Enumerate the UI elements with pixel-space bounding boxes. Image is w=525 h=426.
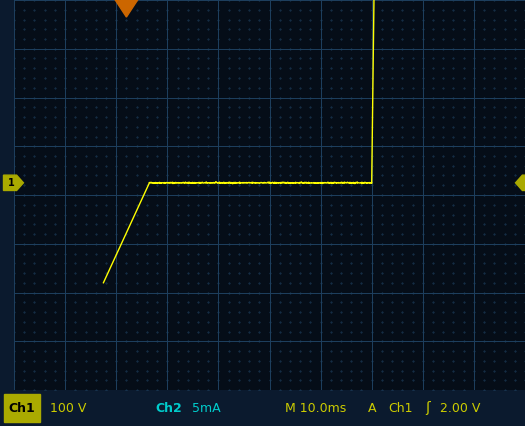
Text: M 10.0ms: M 10.0ms [285,401,347,414]
Polygon shape [113,0,139,17]
Text: 5mA: 5mA [192,401,220,414]
FancyBboxPatch shape [4,394,40,422]
Text: 100 V: 100 V [50,401,87,414]
Text: ʃ: ʃ [425,401,430,415]
Text: Ch2: Ch2 [155,401,182,414]
Text: 1: 1 [8,178,15,188]
Text: Ch1: Ch1 [8,401,35,414]
Text: A: A [368,401,376,414]
Text: 2.00 V: 2.00 V [440,401,480,414]
Text: Ch1: Ch1 [388,401,413,414]
